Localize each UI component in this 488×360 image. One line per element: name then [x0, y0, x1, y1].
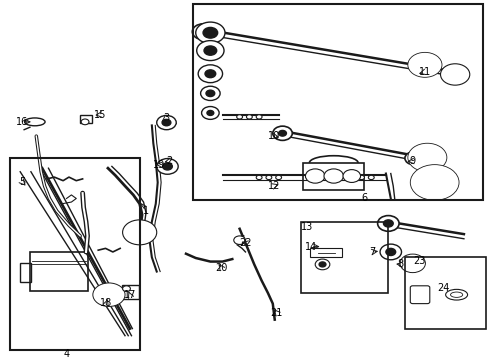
Circle shape	[440, 64, 469, 85]
Circle shape	[203, 27, 217, 38]
Circle shape	[256, 175, 262, 180]
Text: 15: 15	[93, 110, 105, 120]
Text: 11: 11	[418, 67, 430, 77]
Circle shape	[201, 107, 219, 120]
Circle shape	[305, 169, 325, 183]
Circle shape	[196, 41, 224, 60]
Circle shape	[206, 111, 213, 116]
Text: 20: 20	[215, 263, 227, 273]
Circle shape	[135, 229, 144, 236]
Circle shape	[97, 286, 121, 303]
Text: 13: 13	[300, 222, 312, 232]
Circle shape	[420, 153, 433, 162]
Circle shape	[157, 158, 178, 174]
Circle shape	[417, 170, 451, 195]
Circle shape	[195, 22, 224, 44]
Circle shape	[236, 115, 242, 119]
Circle shape	[379, 244, 401, 260]
Circle shape	[278, 130, 286, 136]
Text: 3: 3	[163, 113, 169, 123]
Bar	[405, 257, 485, 329]
Text: 24: 24	[436, 283, 448, 293]
Circle shape	[445, 67, 464, 82]
Circle shape	[93, 283, 125, 306]
Text: 19: 19	[153, 159, 165, 170]
Circle shape	[272, 126, 292, 140]
Circle shape	[409, 165, 458, 200]
Circle shape	[127, 224, 152, 241]
Circle shape	[408, 261, 416, 266]
Text: 23: 23	[412, 256, 425, 266]
Circle shape	[122, 220, 157, 245]
Circle shape	[162, 163, 172, 170]
Circle shape	[412, 56, 436, 74]
Circle shape	[377, 216, 398, 231]
Circle shape	[233, 236, 245, 244]
Circle shape	[315, 259, 329, 270]
Bar	[20, 263, 31, 282]
Circle shape	[200, 86, 220, 100]
Text: 6: 6	[360, 193, 366, 203]
Circle shape	[275, 175, 281, 180]
Text: 21: 21	[270, 307, 282, 318]
Text: 8: 8	[397, 260, 403, 269]
Circle shape	[324, 169, 343, 183]
Bar	[10, 158, 140, 350]
Text: 4: 4	[63, 348, 69, 359]
Circle shape	[157, 116, 176, 130]
Bar	[122, 285, 139, 300]
Circle shape	[427, 177, 441, 188]
Circle shape	[162, 120, 170, 126]
Circle shape	[198, 65, 222, 83]
Text: 16: 16	[16, 117, 28, 127]
Circle shape	[407, 143, 446, 172]
Circle shape	[399, 254, 425, 273]
Circle shape	[409, 156, 416, 161]
Circle shape	[385, 248, 395, 256]
Text: 10: 10	[267, 131, 279, 141]
Circle shape	[265, 175, 271, 180]
Text: 5: 5	[20, 177, 26, 188]
Circle shape	[404, 152, 422, 165]
Bar	[30, 252, 88, 291]
Circle shape	[198, 28, 207, 35]
Bar	[303, 163, 363, 190]
Text: 9: 9	[409, 156, 415, 166]
Text: 14: 14	[304, 242, 316, 252]
Circle shape	[419, 61, 429, 68]
Circle shape	[403, 257, 421, 270]
Bar	[193, 4, 483, 200]
Circle shape	[407, 52, 441, 77]
Circle shape	[348, 175, 354, 180]
Circle shape	[383, 220, 392, 227]
Circle shape	[450, 72, 458, 77]
Circle shape	[205, 90, 214, 96]
Circle shape	[342, 170, 360, 183]
Bar	[310, 248, 341, 257]
Text: 2: 2	[165, 156, 172, 166]
Text: 7: 7	[368, 247, 375, 257]
Circle shape	[103, 291, 115, 299]
Text: 1: 1	[142, 206, 149, 216]
Circle shape	[204, 70, 215, 78]
Circle shape	[81, 119, 89, 125]
Circle shape	[122, 286, 130, 292]
Circle shape	[246, 115, 252, 119]
Bar	[80, 115, 92, 122]
Text: 18: 18	[100, 298, 112, 308]
Circle shape	[192, 24, 213, 40]
Text: 17: 17	[123, 290, 136, 300]
Circle shape	[203, 46, 216, 55]
Bar	[300, 222, 387, 293]
Circle shape	[256, 115, 262, 119]
Circle shape	[358, 175, 364, 180]
Circle shape	[319, 262, 325, 267]
Circle shape	[367, 175, 373, 180]
Circle shape	[412, 147, 441, 168]
Text: 12: 12	[267, 181, 279, 191]
Text: 22: 22	[239, 238, 251, 248]
